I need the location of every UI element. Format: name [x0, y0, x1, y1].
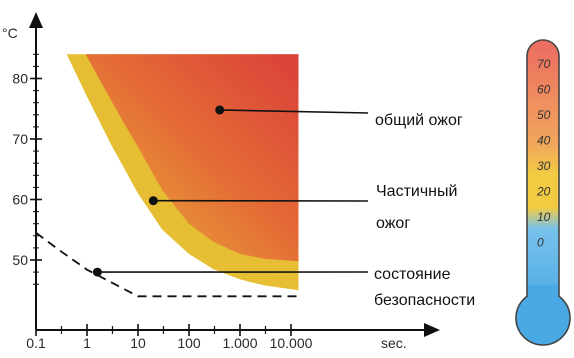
safety-label-line1: состояние [374, 266, 451, 283]
y-tick-label: 80 [12, 71, 28, 87]
thermometer-label: 30 [537, 159, 551, 173]
x-tick-label: 0.1 [26, 335, 46, 351]
partial-burn-label-line1: Частичный [376, 183, 457, 200]
x-tick-label: 100 [177, 335, 201, 351]
x-axis-arrow [424, 323, 440, 337]
thermometer-label: 60 [537, 83, 551, 97]
burn-regions [67, 54, 299, 290]
marker-dot [93, 268, 102, 277]
y-axis-ticks: 50 60 70 80 [12, 54, 42, 284]
thermometer-label: 50 [537, 108, 551, 122]
x-axis-unit-label: sec. [381, 335, 407, 351]
thermometer-label: 10 [537, 210, 551, 224]
y-tick-label: 60 [12, 192, 28, 208]
thermometer-label: 0 [537, 236, 544, 250]
safety-label-line2: безопасности [374, 292, 475, 309]
total-burn-label: общий ожог [375, 112, 463, 129]
thermometer-label: 20 [536, 185, 551, 199]
marker-dot [215, 105, 224, 114]
thermometer-label: 40 [537, 134, 551, 148]
y-tick-label: 50 [12, 252, 28, 268]
x-tick-label: 1 [83, 335, 91, 351]
y-tick-label: 70 [12, 131, 28, 147]
x-axis-ticks: 0.1 1 10 100 1.000 10.000 [26, 324, 312, 351]
x-tick-label: 1.000 [222, 335, 257, 351]
x-tick-label: 10.000 [270, 335, 313, 351]
thermometer-label: 70 [537, 57, 551, 71]
partial-burn-label-line2: ожог [376, 215, 410, 232]
y-axis-unit-label: °C [2, 25, 18, 41]
x-tick-label: 10 [130, 335, 146, 351]
marker-dot [149, 196, 158, 205]
y-axis-arrow [29, 12, 43, 28]
